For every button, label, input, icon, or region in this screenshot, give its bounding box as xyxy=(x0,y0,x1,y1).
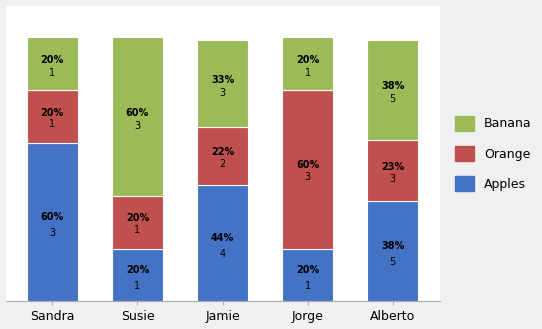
Bar xyxy=(367,40,418,140)
Text: 1: 1 xyxy=(134,281,140,291)
Text: 1: 1 xyxy=(305,281,311,291)
Text: 1: 1 xyxy=(49,68,55,78)
Text: 20%: 20% xyxy=(296,265,319,275)
Bar xyxy=(282,90,333,249)
Text: 4: 4 xyxy=(220,249,225,259)
Bar xyxy=(367,201,418,301)
Text: 20%: 20% xyxy=(296,55,319,65)
Text: 44%: 44% xyxy=(211,233,234,243)
Bar xyxy=(112,196,163,249)
Text: 20%: 20% xyxy=(41,55,64,65)
Text: 20%: 20% xyxy=(126,265,149,275)
Text: 1: 1 xyxy=(49,119,55,129)
Text: 3: 3 xyxy=(305,172,311,182)
Bar xyxy=(367,140,418,201)
Text: 20%: 20% xyxy=(41,108,64,117)
Text: 3: 3 xyxy=(220,88,225,98)
Bar xyxy=(197,127,248,185)
Text: 5: 5 xyxy=(390,94,396,104)
Text: 60%: 60% xyxy=(41,212,64,222)
Bar xyxy=(27,37,78,90)
Bar xyxy=(282,37,333,90)
Bar xyxy=(112,249,163,301)
Bar xyxy=(27,143,78,301)
Text: 5: 5 xyxy=(390,257,396,267)
Text: 22%: 22% xyxy=(211,147,234,157)
Text: 1: 1 xyxy=(134,225,140,235)
Text: 2: 2 xyxy=(220,159,225,169)
Text: 3: 3 xyxy=(49,228,55,238)
Text: 60%: 60% xyxy=(296,160,319,170)
Bar xyxy=(197,185,248,301)
Text: 23%: 23% xyxy=(381,162,404,172)
Text: 3: 3 xyxy=(134,121,140,131)
Text: 38%: 38% xyxy=(381,81,404,91)
Text: 3: 3 xyxy=(390,174,396,184)
Text: 38%: 38% xyxy=(381,241,404,251)
Text: 20%: 20% xyxy=(126,213,149,223)
Bar xyxy=(282,249,333,301)
Bar xyxy=(27,90,78,143)
Text: 33%: 33% xyxy=(211,75,234,85)
Bar xyxy=(112,37,163,196)
Text: 1: 1 xyxy=(305,68,311,78)
Text: 60%: 60% xyxy=(126,108,149,117)
Legend: Banana, Orange, Apples: Banana, Orange, Apples xyxy=(450,111,537,196)
Bar xyxy=(197,40,248,127)
